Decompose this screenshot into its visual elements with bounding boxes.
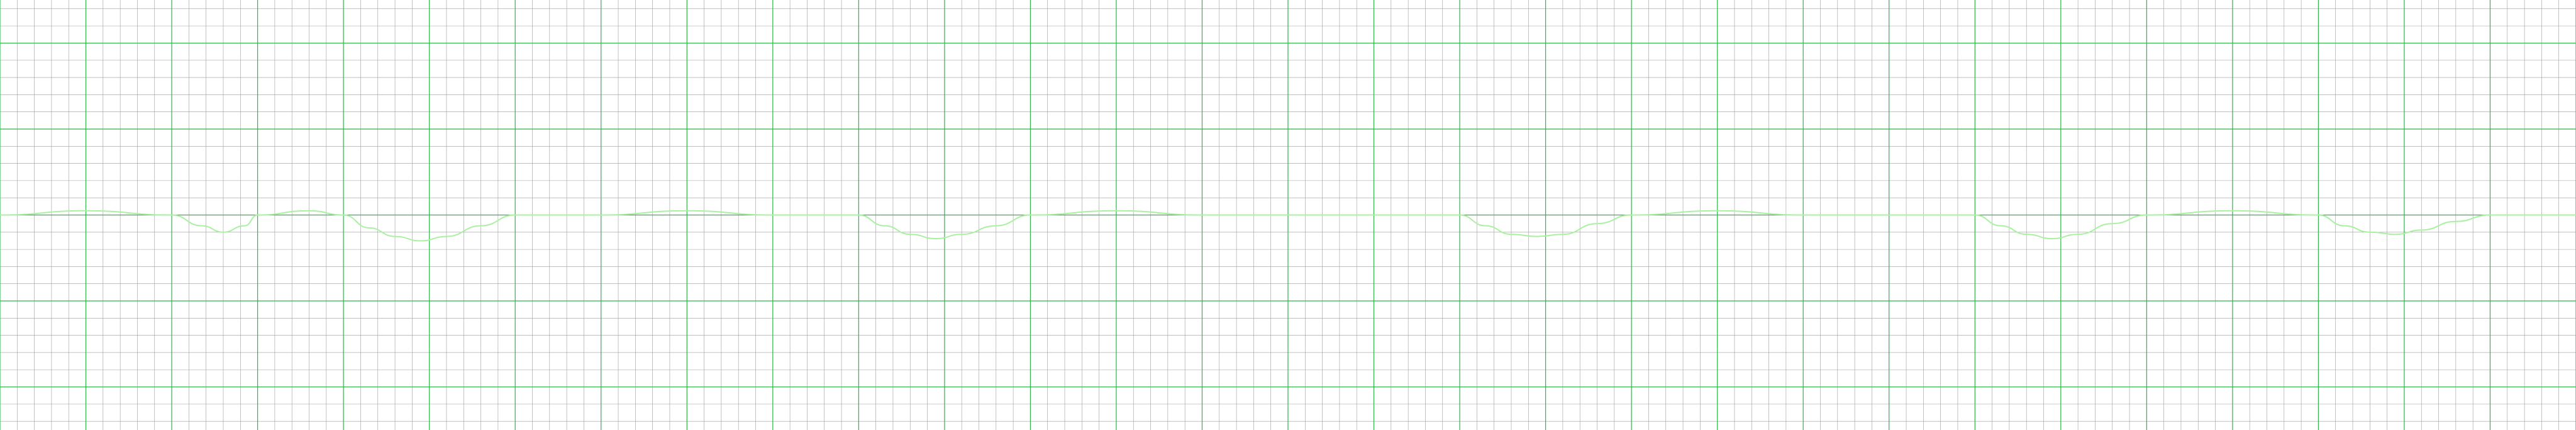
trace-point	[961, 234, 962, 235]
trace-point	[2026, 234, 2027, 235]
trace-point	[343, 214, 344, 216]
trace-point	[1888, 214, 1890, 216]
trace-point	[935, 238, 936, 239]
trace-point	[369, 227, 370, 229]
trace-point	[1536, 235, 1538, 237]
trace-point	[1802, 214, 1804, 216]
trace-point	[0, 214, 1, 216]
trace-point	[2146, 214, 2148, 216]
trace-point	[686, 210, 688, 212]
trace-point	[201, 225, 203, 227]
trace-point	[2318, 214, 2319, 216]
trace-point	[2395, 234, 2397, 235]
trace-point	[1459, 214, 1460, 216]
trace-point	[600, 214, 602, 216]
trace-point	[244, 225, 245, 227]
trace-point	[841, 214, 842, 216]
trace-points	[0, 210, 2576, 242]
trace-point	[884, 225, 886, 227]
trace-point	[2421, 229, 2422, 231]
trace-point	[2000, 225, 2001, 227]
trace-point	[2343, 225, 2345, 227]
trace-point	[1373, 214, 1375, 216]
trace-point	[2489, 214, 2491, 216]
trace-point	[257, 214, 258, 216]
trace-point	[1485, 225, 1486, 227]
trace-point	[1716, 210, 1718, 212]
trace-point	[909, 234, 911, 235]
trace-point	[2455, 220, 2457, 222]
trace-point	[420, 240, 421, 242]
trace-point	[2232, 210, 2233, 212]
trace-point	[446, 235, 447, 237]
trace-point	[996, 225, 997, 227]
trace-point	[223, 232, 224, 233]
trace-point	[2051, 238, 2053, 239]
trace-point	[2369, 232, 2371, 233]
trace-point	[394, 235, 396, 237]
trace-point	[1562, 234, 1563, 235]
trace-point	[171, 214, 172, 216]
trace-point	[1974, 214, 1976, 216]
trace-point	[308, 210, 310, 212]
trace-point	[772, 214, 774, 216]
trace-point	[1511, 234, 1512, 235]
trace-point	[1201, 214, 1203, 216]
trace-point	[480, 225, 482, 227]
trace-point	[85, 210, 87, 212]
trace-point	[1631, 214, 1632, 216]
trace-point	[514, 214, 516, 216]
trace-point	[858, 214, 860, 216]
trace-point	[2111, 223, 2113, 225]
trace-point	[1116, 210, 1117, 212]
trace-point	[2077, 234, 2079, 235]
trace-point	[1596, 223, 1598, 225]
trace-point	[1287, 214, 1289, 216]
ecg-trace-line	[0, 210, 2576, 242]
trace-point	[1030, 214, 1031, 216]
